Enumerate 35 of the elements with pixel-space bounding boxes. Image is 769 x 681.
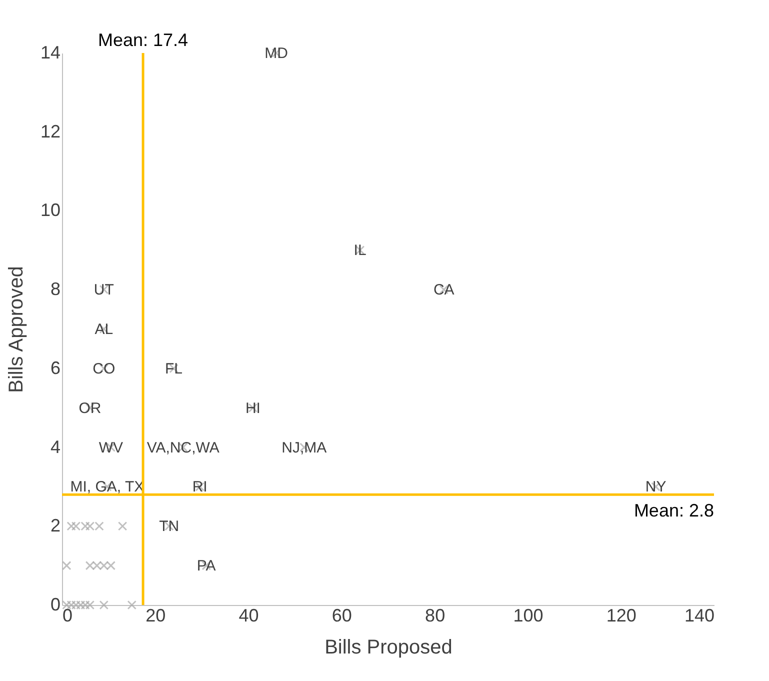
data-label: NY (645, 478, 666, 496)
x-tick-label: 100 (513, 606, 544, 626)
x-tick-label: 0 (62, 606, 73, 626)
y-tick-label: 14 (40, 42, 60, 62)
data-label: AL (94, 321, 114, 338)
x-axis-title: Bills Proposed (324, 636, 452, 658)
data-label: IL (354, 242, 366, 260)
data-label: PA (196, 558, 216, 575)
data-label: UT (94, 282, 114, 299)
data-label: CO (92, 360, 116, 378)
x-tick-label: 120 (606, 606, 636, 626)
x-tick-label: 140 (684, 606, 714, 626)
x-tick-label: 80 (425, 606, 446, 626)
data-label: NJ,MA (282, 439, 327, 456)
data-label: RI (192, 478, 208, 496)
y-tick-label: 4 (50, 436, 60, 457)
y-tick-label: 2 (50, 516, 60, 536)
data-label: VA,NC,WA (146, 439, 220, 456)
data-label: CA (433, 282, 454, 299)
data-label: MD (264, 45, 288, 62)
x-tick-label: 20 (146, 606, 166, 626)
y-tick-label: 10 (40, 200, 60, 220)
data-label: FL (165, 360, 183, 378)
y-axis-title: Bills Approved (5, 266, 28, 393)
data-label: OR (78, 400, 102, 417)
ref-line-label: Mean: 2.8 (634, 500, 714, 521)
x-tick-label: 60 (332, 606, 352, 626)
x-tick-label: 40 (238, 606, 259, 626)
y-tick-label: 6 (50, 358, 60, 378)
data-label: HI (245, 400, 260, 417)
ref-line-label: Mean: 17.4 (98, 30, 188, 50)
y-tick-label: 8 (50, 279, 60, 300)
y-tick-label: 12 (40, 121, 60, 142)
data-label: TN (159, 518, 180, 536)
data-label: WV (98, 439, 123, 456)
